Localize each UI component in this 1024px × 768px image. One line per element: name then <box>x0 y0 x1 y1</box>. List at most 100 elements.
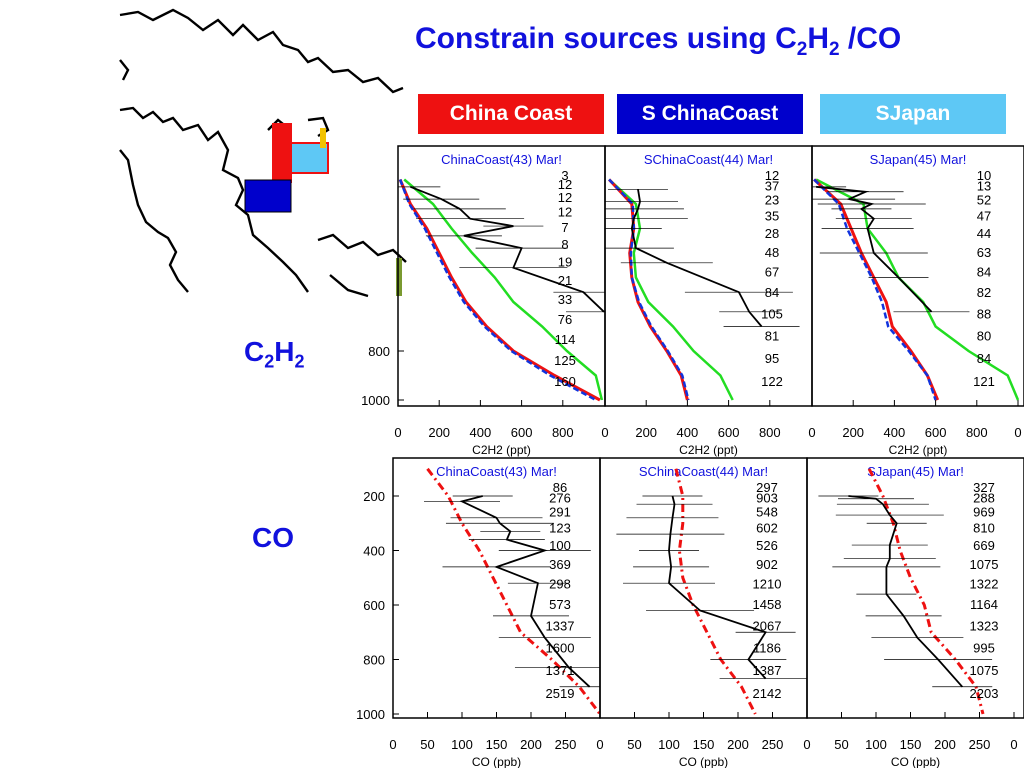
x-tick-label: 800 <box>966 425 988 440</box>
x-tick-label: 50 <box>420 737 434 752</box>
sample-count-label: 160 <box>554 374 576 389</box>
x-tick-label: 200 <box>635 425 657 440</box>
sample-count-label: 1164 <box>970 597 998 612</box>
sample-count-label: 291 <box>549 504 571 519</box>
x-tick-label: 600 <box>925 425 947 440</box>
map-accent-olive <box>396 258 402 296</box>
panel-frame <box>806 457 1024 719</box>
sample-count-label: 12 <box>558 204 572 219</box>
model-profile-red <box>813 178 940 401</box>
x-tick-label: 400 <box>470 425 492 440</box>
sample-count-label: 123 <box>549 521 571 536</box>
model-profile-red <box>674 468 757 715</box>
sample-count-label: 298 <box>549 577 571 592</box>
y-tick-label: 1000 <box>361 393 390 408</box>
y-tick-label: 400 <box>363 544 385 559</box>
sample-count-label: 1371 <box>546 663 575 678</box>
x-axis-label: CO (ppb) <box>891 755 940 768</box>
sample-count-label: 327 <box>973 480 995 495</box>
x-tick-label: 250 <box>969 737 991 752</box>
row-label-c2h2: C2H2 <box>244 336 305 372</box>
sample-count-label: 52 <box>977 192 991 207</box>
sample-count-label: 82 <box>977 285 991 300</box>
sample-count-label: 2519 <box>546 686 575 701</box>
sample-count-label: 1458 <box>753 597 782 612</box>
sample-count-label: 35 <box>765 209 779 224</box>
sample-count-label: 12 <box>558 177 572 192</box>
sample-count-label: 37 <box>765 178 779 193</box>
sample-count-label: 100 <box>549 538 571 553</box>
x-tick-label: 800 <box>759 425 781 440</box>
panel-title: SJapan(45) Mar! <box>867 464 964 479</box>
model-profile-green <box>403 178 604 401</box>
model-profile-green <box>608 178 734 401</box>
model-profile-red <box>398 178 601 402</box>
sample-count-label: 1323 <box>970 618 999 633</box>
sample-count-label: 2142 <box>753 686 782 701</box>
sample-count-label: 48 <box>765 245 779 260</box>
sample-count-label: 2203 <box>970 686 999 701</box>
x-tick-label: 400 <box>677 425 699 440</box>
x-tick-label: 200 <box>842 425 864 440</box>
x-axis-label: C2H2 (ppt) <box>889 443 948 457</box>
y-tick-label: 1000 <box>356 707 385 722</box>
obs-profile <box>668 495 767 680</box>
sample-count-label: 105 <box>761 306 783 321</box>
x-tick-label: 250 <box>555 737 577 752</box>
sample-count-label: 12 <box>765 168 779 183</box>
sample-count-label: 10 <box>977 168 991 183</box>
model-profile-red <box>607 178 689 401</box>
x-tick-label: 200 <box>727 737 749 752</box>
x-tick-label: 100 <box>658 737 680 752</box>
sample-count-label: 84 <box>765 285 779 300</box>
obs-profile <box>410 185 605 313</box>
page-title: Constrain sources using C2H2 /CO <box>415 22 902 60</box>
sample-count-label: 13 <box>977 178 991 193</box>
model-profile-red <box>426 467 602 715</box>
model-profile-blue <box>398 179 597 402</box>
sample-count-label: 114 <box>555 332 576 347</box>
sample-count-label: 84 <box>977 351 991 366</box>
sample-count-label: 28 <box>765 226 779 241</box>
sample-count-label: 995 <box>973 640 995 655</box>
panel-title: SChinaCoast(44) Mar! <box>639 464 768 479</box>
sample-count-label: 84 <box>977 265 991 280</box>
sample-count-label: 669 <box>973 538 995 553</box>
x-tick-label: 600 <box>511 425 533 440</box>
obs-profile <box>848 495 963 688</box>
sample-count-label: 80 <box>977 328 991 343</box>
x-tick-label: 0 <box>601 425 608 440</box>
region-map <box>118 0 408 300</box>
s-china-coast-region <box>244 179 292 213</box>
x-axis-label: CO (ppb) <box>472 755 521 768</box>
y-tick-label: 600 <box>363 598 385 613</box>
panel-title: ChinaCoast(43) Mar! <box>436 464 557 479</box>
sample-count-label: 903 <box>756 490 778 505</box>
china-coast-region <box>272 123 292 183</box>
sample-count-label: 125 <box>554 353 576 368</box>
x-tick-label: 200 <box>428 425 450 440</box>
sample-count-label: 3 <box>561 168 568 183</box>
sample-count-label: 288 <box>973 490 995 505</box>
obs-profile <box>630 189 763 328</box>
sample-count-label: 902 <box>756 557 778 572</box>
x-tick-label: 800 <box>552 425 574 440</box>
x-tick-label: 100 <box>865 737 887 752</box>
panel-frame <box>811 145 1024 407</box>
sample-count-label: 122 <box>761 374 783 389</box>
sample-count-label: 12 <box>558 190 572 205</box>
legend-s-japan: SJapan <box>820 94 1006 134</box>
sample-count-label: 969 <box>973 504 995 519</box>
x-tick-label: 0 <box>389 737 396 752</box>
sample-count-label: 1337 <box>546 618 575 633</box>
sample-count-label: 1322 <box>970 577 999 592</box>
legend-s-china-coast: S ChinaCoast <box>617 94 803 134</box>
sample-count-label: 276 <box>549 490 571 505</box>
sample-count-label: 86 <box>553 480 567 495</box>
x-tick-label: 50 <box>627 737 641 752</box>
sample-count-label: 526 <box>756 538 778 553</box>
sample-count-label: 67 <box>765 265 779 280</box>
x-tick-label: 0 <box>808 425 815 440</box>
panel-title: SChinaCoast(44) Mar! <box>644 152 773 167</box>
x-axis-label: CO (ppb) <box>679 755 728 768</box>
